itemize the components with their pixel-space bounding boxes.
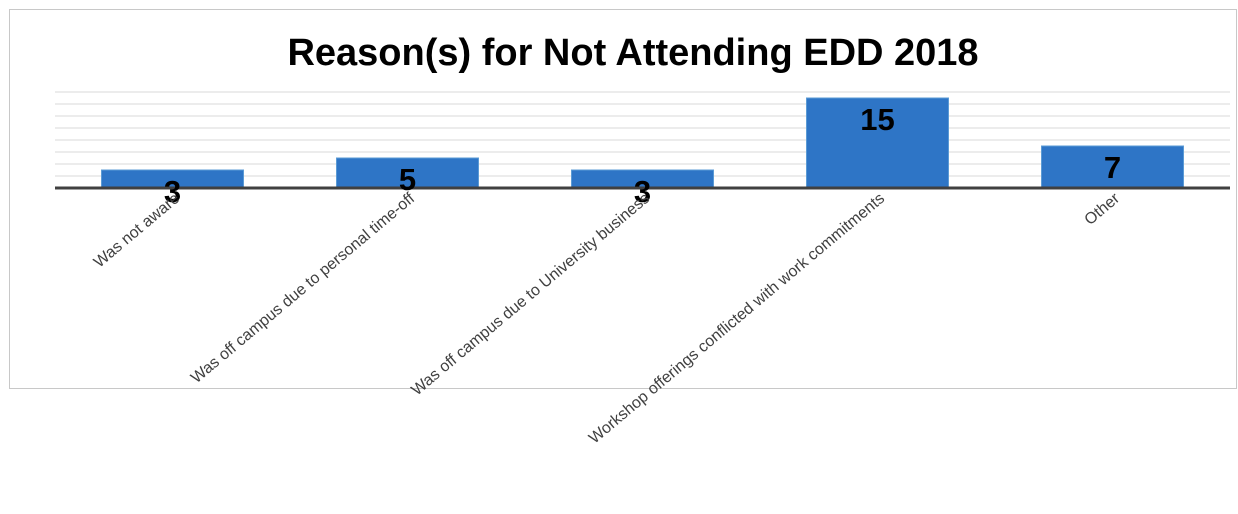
bar bbox=[1041, 145, 1184, 189]
data-label: 7 bbox=[1104, 150, 1121, 185]
category-tick-label: Workshop offerings conflicted with work … bbox=[586, 190, 888, 447]
chart-frame bbox=[9, 9, 1237, 389]
category-tick-label: Was not aware bbox=[91, 190, 183, 271]
gridlines bbox=[55, 91, 1230, 177]
category-labels: Was not aware Was off campus due to perso… bbox=[91, 190, 1124, 448]
data-label: 15 bbox=[860, 102, 894, 137]
data-labels: 3 5 3 15 7 bbox=[164, 102, 1121, 209]
data-label: 3 bbox=[634, 174, 651, 209]
category-tick-label: Other bbox=[1081, 190, 1123, 229]
bar bbox=[336, 157, 479, 189]
data-label: 3 bbox=[164, 174, 181, 209]
data-label: 5 bbox=[399, 162, 416, 197]
chart-title: Reason(s) for Not Attending EDD 2018 bbox=[287, 32, 979, 74]
bar bbox=[806, 97, 949, 189]
category-tick-label: Was off campus due to personal time-off bbox=[188, 190, 418, 387]
bars bbox=[101, 97, 1184, 189]
category-tick-label: Was off campus due to University busines… bbox=[408, 190, 653, 399]
